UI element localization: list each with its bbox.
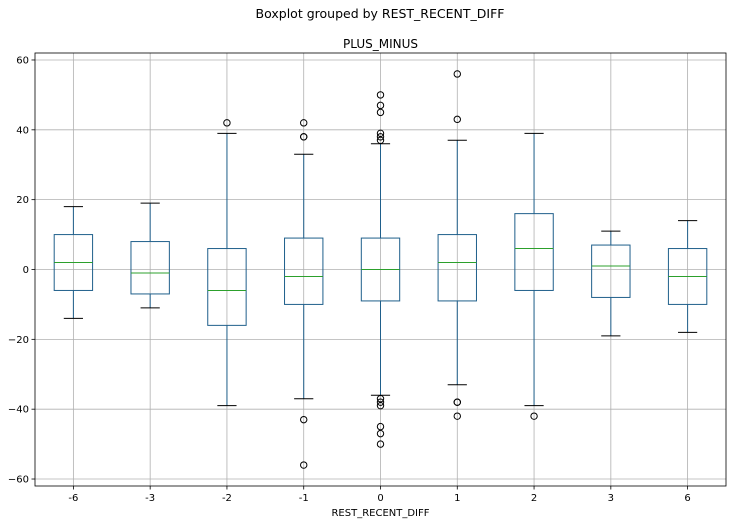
outlier-point bbox=[376, 91, 385, 99]
outlier-point bbox=[376, 395, 385, 403]
outlier-point bbox=[223, 119, 231, 127]
box-group bbox=[437, 70, 477, 420]
iqr-box bbox=[207, 248, 247, 326]
box-group bbox=[667, 220, 708, 333]
x-tick-label: -6 bbox=[68, 493, 78, 504]
x-tick-label: 0 bbox=[377, 493, 383, 504]
outlier-point bbox=[300, 133, 308, 141]
outlier-point bbox=[300, 415, 308, 424]
x-axis-label: REST_RECENT_DIFF bbox=[331, 508, 429, 519]
plot-area-frame bbox=[34, 52, 727, 487]
x-tick-label: -1 bbox=[299, 493, 309, 504]
outlier-point bbox=[300, 119, 308, 127]
outlier-point bbox=[376, 398, 385, 406]
box-group bbox=[360, 91, 401, 448]
x-tick-label: 1 bbox=[454, 493, 460, 504]
box-group bbox=[284, 119, 324, 469]
y-tick-label: −40 bbox=[8, 405, 29, 416]
outlier-point bbox=[453, 412, 461, 420]
outlier-point bbox=[530, 412, 538, 420]
x-tick-label: -3 bbox=[145, 493, 155, 504]
chart-title: PLUS_MINUS bbox=[343, 37, 418, 51]
x-tick-label: 6 bbox=[684, 493, 690, 504]
outlier-point bbox=[376, 133, 385, 141]
box-group bbox=[591, 230, 631, 337]
box-group bbox=[207, 119, 247, 407]
x-tick-label: 3 bbox=[608, 493, 614, 504]
outlier-point bbox=[376, 101, 385, 110]
box-group bbox=[130, 202, 170, 309]
iqr-box bbox=[514, 213, 554, 291]
y-tick-label: 40 bbox=[16, 125, 29, 136]
chart-suptitle: Boxplot grouped by REST_RECENT_DIFF bbox=[256, 6, 505, 21]
outlier-point bbox=[453, 398, 461, 406]
y-tick-label: 20 bbox=[16, 195, 29, 206]
y-tick-label: −60 bbox=[8, 475, 29, 486]
outlier-point bbox=[376, 422, 385, 431]
y-tick-label: −20 bbox=[8, 335, 29, 346]
y-tick-label: 0 bbox=[23, 265, 29, 276]
x-tick-label: 2 bbox=[531, 493, 537, 504]
iqr-box bbox=[130, 241, 170, 295]
outlier-point bbox=[300, 461, 308, 469]
outlier-point bbox=[376, 440, 385, 448]
x-tick-label: -2 bbox=[222, 493, 232, 504]
outlier-point bbox=[453, 115, 461, 124]
y-tick-label: 60 bbox=[16, 55, 29, 66]
outlier-point bbox=[376, 401, 385, 410]
iqr-box bbox=[437, 234, 477, 302]
outlier-point bbox=[376, 108, 385, 117]
axis-ticks: −60 −40 −20 0 20 40 60 -6 -3 -2 -1 0 1 2 3 6 bbox=[8, 55, 691, 504]
box-series bbox=[53, 70, 708, 469]
iqr-box bbox=[284, 237, 324, 305]
box-group bbox=[53, 206, 94, 319]
box-group bbox=[514, 132, 554, 420]
outlier-point bbox=[376, 429, 385, 438]
iqr-box bbox=[591, 244, 631, 298]
outlier-point bbox=[376, 129, 385, 138]
outlier-point bbox=[376, 136, 385, 144]
outlier-point bbox=[453, 70, 461, 78]
